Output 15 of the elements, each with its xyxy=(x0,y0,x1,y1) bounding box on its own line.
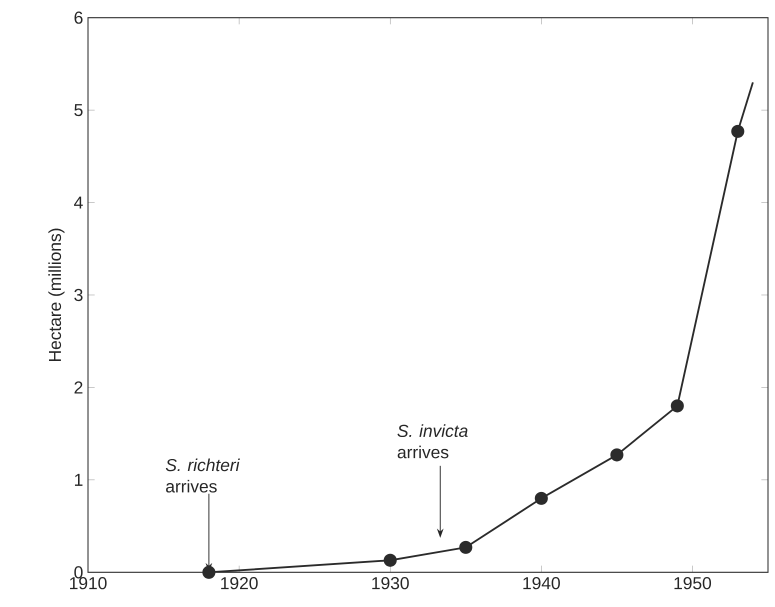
y-axis-title: Hectare (millions) xyxy=(48,228,65,361)
y-tick-label: 1 xyxy=(74,474,82,486)
annotation: S. richteri arrives xyxy=(166,458,240,493)
y-tick-label: 5 xyxy=(74,104,83,116)
x-tick-label: 1920 xyxy=(221,577,258,590)
y-tick-label: 0 xyxy=(74,566,83,578)
y-tick-label: 6 xyxy=(74,12,83,24)
y-tick-label: 3 xyxy=(74,288,83,302)
y-tick-label: 2 xyxy=(74,381,82,394)
y-tick-label: 4 xyxy=(74,196,83,209)
x-tick-label: 1950 xyxy=(674,577,712,590)
x-tick-label: 1940 xyxy=(523,577,560,590)
x-tick-label: 1930 xyxy=(372,577,409,590)
annotation: S. invicta arrives xyxy=(397,424,468,458)
x-tick-label: 1910 xyxy=(70,577,107,590)
